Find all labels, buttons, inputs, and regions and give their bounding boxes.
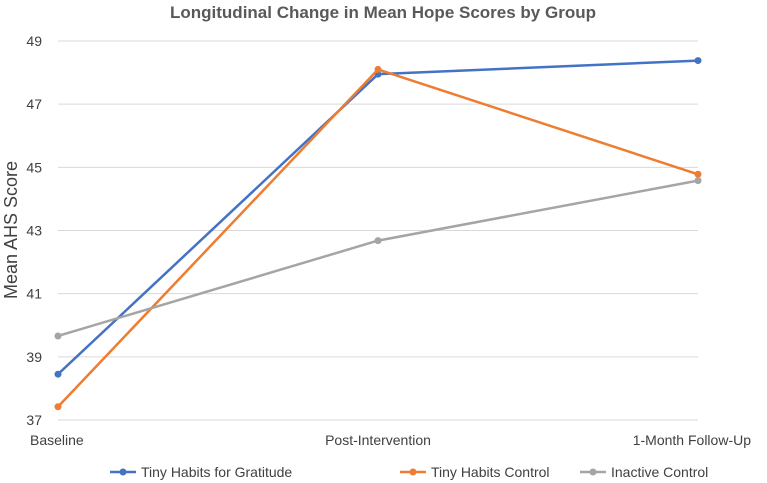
y-tick-label: 45 — [26, 159, 42, 175]
chart-title: Longitudinal Change in Mean Hope Scores … — [170, 3, 596, 22]
y-tick-label: 43 — [26, 223, 42, 239]
series-line — [57, 59, 699, 376]
data-point — [694, 57, 702, 65]
series-line — [57, 179, 699, 338]
x-tick-label: 1-Month Follow-Up — [633, 432, 751, 448]
series-0 — [54, 57, 702, 378]
legend-entry: Tiny Habits Control — [400, 464, 550, 480]
data-point — [374, 237, 382, 245]
legend-dot-marker — [409, 468, 417, 476]
data-point — [694, 177, 702, 185]
legend-label: Tiny Habits Control — [431, 464, 550, 480]
legend-dot-marker — [589, 468, 597, 476]
gridlines — [58, 40, 698, 421]
data-point — [694, 170, 702, 178]
legend-entry: Inactive Control — [580, 464, 708, 480]
y-tick-label: 37 — [26, 412, 42, 428]
series-1 — [54, 65, 702, 411]
data-point — [54, 403, 62, 411]
series-2 — [54, 177, 702, 340]
y-tick-label: 39 — [26, 349, 42, 365]
x-tick-label: Baseline — [30, 432, 84, 448]
data-point — [374, 65, 382, 73]
y-axis-label: Mean AHS Score — [1, 161, 21, 299]
data-point — [54, 370, 62, 378]
y-tick-label: 41 — [26, 286, 42, 302]
legend-label: Tiny Habits for Gratitude — [141, 464, 292, 480]
legend: Tiny Habits for Gratitude Tiny Habits Con… — [110, 464, 708, 480]
x-axis-ticks: Baseline Post-Intervention 1-Month Follow-… — [30, 432, 751, 448]
legend-label: Inactive Control — [611, 464, 708, 480]
y-tick-label: 49 — [26, 33, 42, 49]
series-lines — [54, 57, 702, 411]
legend-entry: Tiny Habits for Gratitude — [110, 464, 292, 480]
y-axis-ticks: 37 39 41 43 45 47 49 — [26, 33, 42, 428]
legend-dot-marker — [119, 468, 127, 476]
data-point — [54, 332, 62, 340]
x-tick-label: Post-Intervention — [325, 432, 431, 448]
y-tick-label: 47 — [26, 96, 42, 112]
